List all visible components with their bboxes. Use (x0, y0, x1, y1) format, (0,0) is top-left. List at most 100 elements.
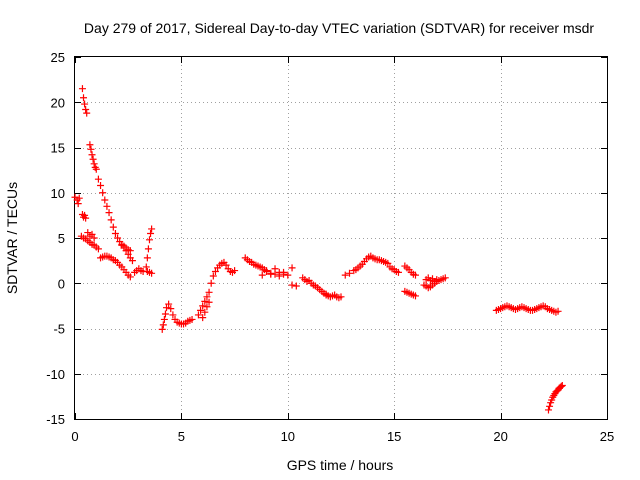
data-point (203, 303, 211, 311)
series-track-n (194, 258, 239, 319)
grid (75, 57, 607, 419)
series-track-e (94, 175, 134, 255)
x-tick-label: 15 (387, 429, 401, 444)
data-point (546, 402, 554, 410)
data-point (81, 100, 89, 108)
data-point (194, 311, 202, 319)
data-point (288, 264, 296, 272)
data-point (341, 271, 349, 279)
data-points (71, 85, 566, 414)
data-point (231, 267, 239, 275)
data-point (83, 109, 91, 117)
data-point (288, 281, 296, 289)
data-point (122, 247, 130, 255)
data-point (258, 271, 266, 279)
data-point (143, 254, 151, 262)
series-track-t (288, 281, 300, 290)
data-point (188, 315, 196, 323)
data-point (201, 308, 209, 316)
data-point (158, 325, 166, 333)
y-axis-label: SDTVAR / TECUs (4, 182, 20, 294)
data-point (292, 282, 300, 290)
data-point (205, 298, 213, 306)
data-point (441, 274, 449, 282)
data-point (88, 151, 96, 159)
tick-labels: 0 5 10 15 20 25 -15 -10 -5 0 5 10 15 20 25 (46, 50, 614, 444)
x-tick-label: 0 (71, 429, 78, 444)
data-point (554, 307, 562, 315)
data-point (99, 189, 107, 197)
data-point (148, 269, 156, 277)
series-track-l (143, 267, 156, 277)
data-point (199, 314, 207, 322)
data-point (80, 94, 88, 102)
data-point (94, 175, 102, 183)
x-tick-label: 10 (281, 429, 295, 444)
y-tick-label: 15 (51, 141, 65, 156)
data-point (159, 321, 167, 329)
data-point (111, 229, 119, 237)
data-point (197, 306, 205, 314)
data-point (107, 216, 115, 224)
series-track-h (97, 252, 134, 281)
series-track-x (401, 262, 419, 279)
data-point (148, 225, 156, 233)
y-tick-label: 10 (51, 186, 65, 201)
series-track-o (199, 298, 213, 322)
plot-frame (74, 56, 608, 420)
series-track-g (84, 229, 98, 242)
series-track-f (77, 232, 102, 253)
data-point (87, 145, 95, 153)
data-point (161, 310, 169, 318)
data-point (90, 234, 98, 242)
series-track-ac (544, 382, 566, 414)
x-tick-label: 20 (493, 429, 507, 444)
series-track-m (158, 300, 196, 333)
data-point (280, 268, 288, 276)
data-point (109, 223, 117, 231)
data-point (89, 155, 97, 163)
data-point (82, 105, 90, 113)
data-point (88, 230, 96, 238)
data-point (199, 302, 207, 310)
data-point (267, 270, 275, 278)
data-point (126, 273, 134, 281)
data-point (82, 214, 90, 222)
data-point (147, 229, 155, 237)
data-point (101, 196, 109, 204)
data-point (84, 229, 92, 237)
data-point (163, 304, 171, 312)
data-point (207, 279, 215, 287)
y-tick-label: -5 (53, 322, 65, 337)
series-track-k (142, 225, 156, 271)
data-point (394, 268, 402, 276)
series-track-v (341, 252, 392, 279)
data-point (94, 245, 102, 253)
data-point (211, 267, 219, 275)
data-point (201, 297, 209, 305)
x-tick-label: 25 (600, 429, 614, 444)
series-track-ab (492, 302, 562, 316)
data-point (160, 315, 168, 323)
data-point (144, 245, 152, 253)
data-point (411, 292, 419, 300)
y-tick-label: -10 (46, 367, 65, 382)
data-point (384, 259, 392, 267)
chart-title: Day 279 of 2017, Sidereal Day-to-day VTE… (84, 20, 594, 36)
y-tick-label: 5 (58, 231, 65, 246)
data-point (92, 165, 100, 173)
axis-ticks (75, 57, 608, 420)
data-point (337, 293, 345, 301)
data-point (75, 194, 83, 202)
data-point (142, 263, 150, 271)
series-track-c (78, 210, 90, 222)
data-point (145, 236, 153, 244)
series-track-w (386, 263, 402, 276)
series-track-q (258, 265, 288, 280)
data-point (128, 257, 136, 265)
data-point (165, 300, 173, 308)
series-track-i (118, 241, 136, 265)
data-point (284, 271, 292, 279)
series-track-s (299, 274, 330, 298)
